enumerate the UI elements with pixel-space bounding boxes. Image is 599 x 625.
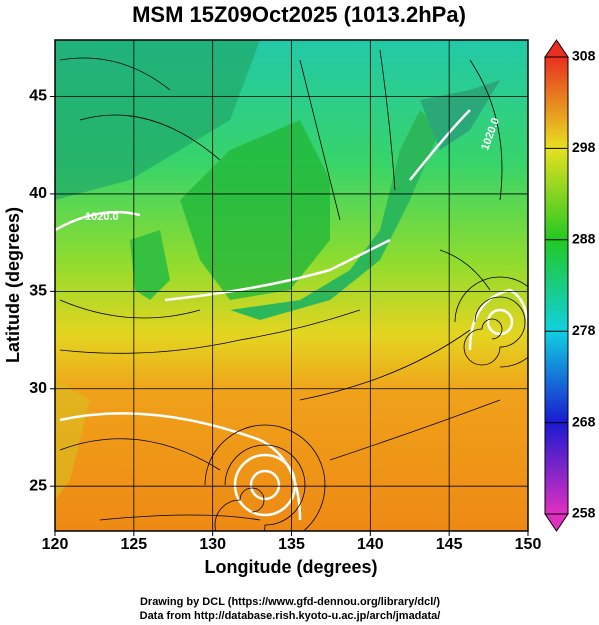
footer: Drawing by DCL (https://www.gfd-dennou.o… — [140, 596, 440, 608]
y-tick-label: 40 — [29, 185, 47, 202]
colorbar-tick-label: 268 — [572, 413, 596, 429]
x-tick-label: 140 — [357, 536, 384, 553]
x-tick-label: 120 — [42, 536, 69, 553]
y-tick-label: 45 — [29, 88, 47, 105]
colorbar-max-arrow — [544, 39, 569, 58]
x-tick-label: 125 — [120, 536, 147, 553]
y-axis-label: Latitude (degrees) — [3, 207, 23, 363]
contour-label: 1020.0 — [85, 211, 119, 223]
colorbar-min-arrow — [544, 513, 569, 532]
x-tick-label: 145 — [436, 536, 463, 553]
footer: Data from http://database.rish.kyoto-u.a… — [140, 610, 441, 622]
map-field — [55, 40, 528, 531]
x-axis-label: Longitude (degrees) — [204, 557, 377, 577]
colorbar-tick-label: 298 — [572, 139, 596, 155]
colorbar — [544, 56, 569, 515]
colorbar-tick-label: 288 — [572, 231, 596, 247]
y-tick-label: 25 — [29, 477, 47, 494]
colorbar-tick-label: 258 — [572, 505, 596, 521]
y-tick-label: 35 — [29, 283, 47, 300]
colorbar-tick-label: 308 — [572, 48, 596, 64]
x-tick-label: 150 — [515, 536, 542, 553]
y-tick-label: 30 — [29, 380, 47, 397]
x-tick-label: 135 — [278, 536, 305, 553]
chart-title: MSM 15Z09Oct2025 (1013.2hPa) — [132, 2, 466, 27]
x-tick-label: 130 — [199, 536, 226, 553]
colorbar-tick-label: 278 — [572, 322, 596, 338]
